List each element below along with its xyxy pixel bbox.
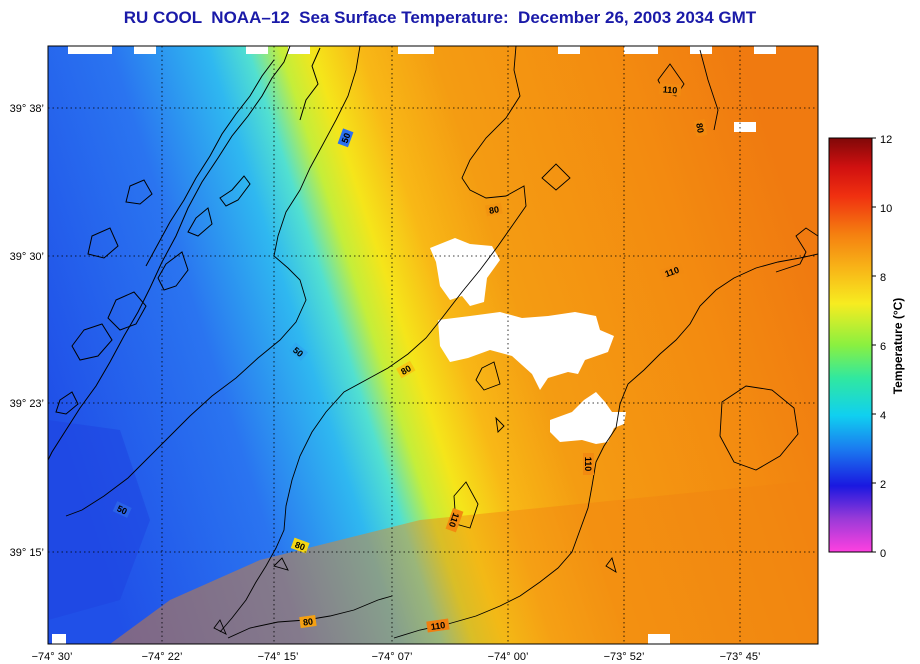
colorbar: 0 2 4 6 8 10 12 — [828, 134, 892, 560]
lon-label: −74° 00’ — [488, 651, 529, 663]
colorbar-tick-label: 0 — [880, 548, 886, 560]
svg-text:50: 50 — [291, 345, 305, 359]
svg-text:50: 50 — [115, 503, 128, 516]
lon-label: −74° 22’ — [142, 651, 183, 663]
svg-text:110: 110 — [447, 511, 461, 528]
colorbar-tick-label: 2 — [880, 479, 886, 491]
colorbar-tick-label: 4 — [880, 410, 886, 422]
contour-label: 50 — [288, 342, 308, 361]
contour-label: 80 — [396, 360, 416, 379]
svg-text:110: 110 — [663, 265, 680, 279]
colorbar-tick-label: 12 — [880, 134, 892, 146]
svg-text:80: 80 — [694, 122, 706, 134]
graticule — [48, 46, 818, 644]
contour-label: 80 — [485, 202, 503, 217]
contour-labels: 50 50 50 80 80 80 80 110 — [112, 83, 708, 633]
longitude-labels: −74° 30’ −74° 22’ −74° 15’ −74° 07’ −74°… — [32, 651, 761, 663]
svg-text:80: 80 — [302, 616, 313, 627]
lat-label: 39° 38’ — [10, 103, 44, 115]
svg-text:80: 80 — [488, 204, 500, 216]
lat-label: 39° 23’ — [10, 398, 44, 410]
svg-text:110: 110 — [430, 620, 446, 632]
colorbar-ticks — [872, 137, 876, 553]
contour-label: 110 — [583, 453, 594, 475]
contour-label: 110 — [445, 507, 464, 533]
colorbar-tick-label: 6 — [880, 341, 886, 353]
isobath-contours — [65, 46, 818, 639]
map-title: RU COOL NOAA–12 Sea Surface Temperature:… — [123, 8, 757, 27]
lon-label: −74° 30’ — [32, 651, 73, 663]
lon-label: −73° 52’ — [604, 651, 645, 663]
svg-text:80: 80 — [399, 363, 413, 377]
svg-text:110: 110 — [662, 84, 677, 95]
svg-text:80: 80 — [294, 540, 307, 553]
lon-label: −73° 45’ — [720, 651, 761, 663]
colorbar-label: Temperature (°C) — [891, 297, 905, 395]
contour-label: 110 — [658, 83, 682, 96]
svg-text:50: 50 — [340, 132, 353, 145]
cloud-mask — [52, 46, 776, 644]
contour-label: 80 — [299, 614, 317, 629]
coastline — [48, 46, 321, 461]
latitude-labels: 39° 38’ 39° 30’ 39° 23’ 39° 15’ — [10, 103, 44, 559]
sst-field — [48, 46, 818, 644]
colorbar-tick-label: 8 — [880, 272, 886, 284]
svg-text:110: 110 — [583, 457, 593, 472]
contour-label: 50 — [112, 501, 132, 518]
contour-label: 110 — [659, 262, 685, 281]
map-frame — [47, 45, 819, 645]
lon-label: −74° 15’ — [258, 651, 299, 663]
contour-label: 80 — [693, 119, 708, 137]
contour-label: 50 — [337, 128, 354, 148]
contour-label: 110 — [426, 618, 450, 633]
lat-label: 39° 15’ — [10, 547, 44, 559]
lat-label: 39° 30’ — [10, 251, 44, 263]
lon-label: −74° 07’ — [372, 651, 413, 663]
contour-label: 80 — [290, 537, 310, 554]
colorbar-gradient — [828, 137, 873, 553]
colorbar-tick-label: 10 — [880, 203, 892, 215]
